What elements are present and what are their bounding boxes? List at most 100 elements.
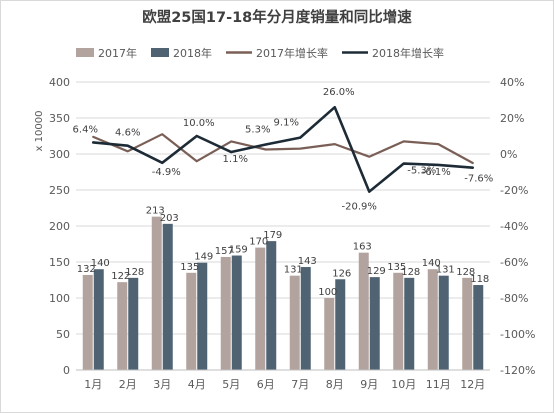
y-tick-label: 250	[49, 184, 70, 197]
legend-label: 2017年增长率	[256, 46, 328, 60]
bar	[358, 252, 369, 370]
bar-label: 128	[125, 267, 144, 278]
bar	[300, 267, 311, 370]
legend-item: 2017年	[76, 46, 137, 60]
legend-label: 2018年	[173, 46, 212, 60]
line-label: -6.1%	[422, 167, 451, 178]
bar-label: 131	[284, 265, 303, 276]
bars	[82, 216, 484, 370]
y2-tick-label: -80%	[500, 292, 528, 305]
line-label: 4.6%	[115, 128, 140, 139]
y-tick-label: 300	[49, 148, 70, 161]
x-tick-label: 9月	[360, 378, 378, 391]
bar	[393, 272, 404, 370]
bar-label: 143	[298, 256, 317, 267]
x-tick-label: 4月	[188, 378, 206, 391]
bar	[266, 241, 277, 370]
legend-swatch	[151, 48, 169, 57]
y-tick-label: 150	[49, 256, 70, 269]
growth-line	[92, 133, 474, 165]
bar-label: 149	[194, 252, 213, 263]
legend-item: 2017年增长率	[226, 46, 328, 60]
y-tick-label: 100	[49, 292, 70, 305]
y-tick-label: 50	[56, 328, 70, 341]
y2-tick-label: -40%	[500, 220, 528, 233]
y2-tick-label: 20%	[500, 112, 524, 125]
bar-label: 132	[77, 264, 96, 275]
bar	[117, 282, 128, 370]
line-label: -4.9%	[152, 167, 181, 178]
bar-label: 118	[470, 274, 489, 285]
bar-label: 131	[436, 265, 455, 276]
bar	[289, 275, 300, 370]
bar-label: 159	[229, 245, 248, 256]
bar	[404, 277, 415, 370]
bar	[128, 277, 139, 370]
bar	[369, 277, 380, 370]
bar-label: 163	[353, 242, 372, 253]
line-label: -20.9%	[342, 202, 377, 213]
bar	[220, 256, 231, 370]
bar	[231, 255, 242, 370]
x-tick-label: 3月	[153, 378, 171, 391]
bar	[151, 216, 162, 370]
bar-label: 100	[318, 287, 337, 298]
bar-label: 179	[263, 230, 282, 241]
line-label: 9.1%	[274, 118, 299, 129]
bar	[324, 298, 335, 370]
y2-tick-label: -20%	[500, 184, 528, 197]
line-label: 6.4%	[73, 124, 98, 135]
bar-label: 135	[387, 262, 406, 273]
y-tick-label: 200	[49, 220, 70, 233]
x-tick-label: 8月	[326, 378, 344, 391]
y2-tick-label: -100%	[500, 328, 535, 341]
bar-label: 135	[180, 262, 199, 273]
bar	[255, 247, 266, 370]
legend: 2017年 2018年 2017年增长率 2018年增长率	[76, 46, 444, 60]
bar-label: 170	[249, 237, 268, 248]
x-tick-label: 5月	[222, 378, 240, 391]
bar-label: 126	[332, 268, 351, 279]
y-tick-label: 350	[49, 112, 70, 125]
legend-label: 2018年增长率	[372, 46, 444, 60]
bar-label: 128	[456, 267, 475, 278]
bar	[186, 272, 197, 370]
y-tick-label: 0	[63, 364, 70, 377]
legend-item: 2018年	[151, 46, 212, 60]
x-tick-label: 11月	[426, 378, 451, 391]
bar-label: 128	[401, 267, 420, 278]
legend-label: 2017年	[98, 46, 137, 60]
legend-swatch	[76, 48, 94, 57]
bar-label: 140	[91, 258, 110, 269]
bar-label: 213	[146, 206, 165, 217]
x-tick-label: 2月	[119, 378, 137, 391]
x-tick-label: 6月	[257, 378, 275, 391]
line-label: 26.0%	[323, 87, 355, 98]
bar-label: 203	[160, 213, 179, 224]
y2-tick-label: -60%	[500, 256, 528, 269]
growth-line	[91, 105, 475, 193]
axes: 0 50 100 150 200 250 300 350 400 -120% -100% -80% -6…	[49, 76, 535, 391]
bar	[162, 223, 173, 370]
y-axis-unit-label: x 10000	[34, 111, 45, 152]
bar	[82, 274, 93, 370]
bar-label: 122	[111, 271, 130, 282]
legend-item: 2018年增长率	[342, 46, 444, 60]
bar	[93, 269, 104, 370]
bar	[462, 277, 473, 370]
line-label: -5.3%	[407, 166, 436, 177]
y-tick-label: 400	[49, 76, 70, 89]
x-tick-label: 12月	[460, 378, 485, 391]
y2-tick-label: -120%	[500, 364, 535, 377]
bar	[197, 262, 208, 370]
line-label: 10.0%	[183, 118, 215, 129]
growth-lines	[91, 105, 475, 193]
x-tick-label: 7月	[291, 378, 309, 391]
x-tick-label: 1月	[84, 378, 102, 391]
y2-tick-label: 40%	[500, 76, 524, 89]
bar	[438, 275, 449, 370]
bar	[473, 285, 484, 370]
line-label: 5.3%	[245, 124, 270, 135]
